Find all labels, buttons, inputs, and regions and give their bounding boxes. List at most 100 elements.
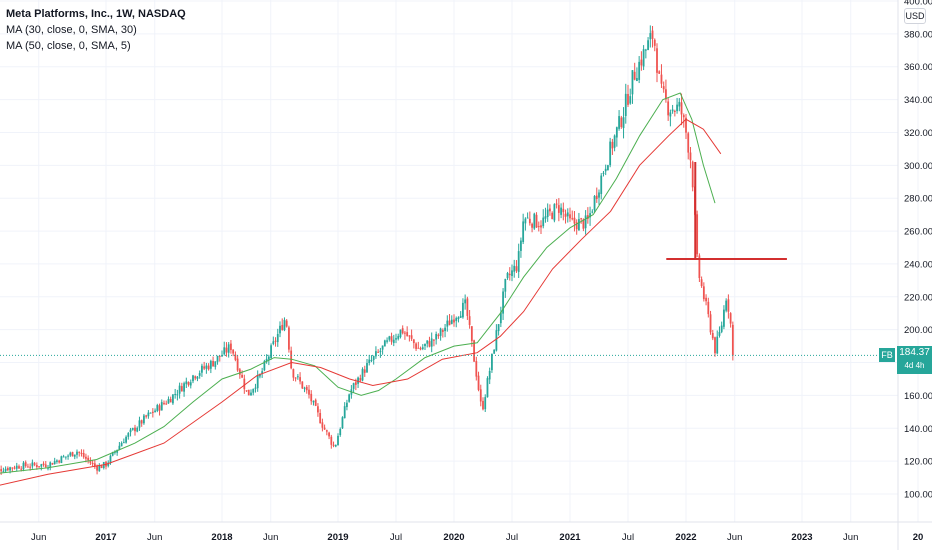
candle-body[interactable] xyxy=(662,86,665,90)
candle-body[interactable] xyxy=(551,212,554,219)
candle-body[interactable] xyxy=(731,324,734,356)
candle-body[interactable] xyxy=(174,394,177,396)
candle-body[interactable] xyxy=(87,457,90,461)
candle-body[interactable] xyxy=(522,221,525,242)
candle-body[interactable] xyxy=(18,466,20,469)
candle-body[interactable] xyxy=(437,334,440,337)
candle-body[interactable] xyxy=(406,332,409,336)
candle-body[interactable] xyxy=(111,452,114,456)
candle-body[interactable] xyxy=(580,218,583,220)
candle-body[interactable] xyxy=(571,218,574,220)
candle-body[interactable] xyxy=(127,433,130,437)
candle-body[interactable] xyxy=(555,203,558,205)
candle-body[interactable] xyxy=(644,49,647,51)
candle-body[interactable] xyxy=(158,405,161,411)
candle-body[interactable] xyxy=(642,49,645,67)
candle-body[interactable] xyxy=(131,428,134,430)
candle-body[interactable] xyxy=(584,215,587,229)
candle-body[interactable] xyxy=(281,324,284,330)
candle-body[interactable] xyxy=(557,205,560,213)
candle-body[interactable] xyxy=(187,382,190,385)
candle-body[interactable] xyxy=(651,30,654,39)
candle-body[interactable] xyxy=(337,435,339,446)
candle-body[interactable] xyxy=(267,356,270,360)
candle-body[interactable] xyxy=(305,386,308,391)
candle-body[interactable] xyxy=(44,464,47,468)
candle-body[interactable] xyxy=(537,226,540,228)
candle-body[interactable] xyxy=(15,465,18,469)
candle-body[interactable] xyxy=(35,464,38,467)
candle-body[interactable] xyxy=(247,389,250,396)
candle-body[interactable] xyxy=(511,270,513,277)
candle-body[interactable] xyxy=(317,406,319,413)
candle-body[interactable] xyxy=(359,377,362,381)
candle-body[interactable] xyxy=(91,463,94,465)
candle-body[interactable] xyxy=(56,460,58,462)
candle-body[interactable] xyxy=(60,456,63,464)
candle-body[interactable] xyxy=(11,467,14,469)
candle-body[interactable] xyxy=(678,101,681,107)
candle-body[interactable] xyxy=(180,386,183,392)
candle-body[interactable] xyxy=(294,377,297,379)
candle-body[interactable] xyxy=(669,112,672,117)
candle-body[interactable] xyxy=(145,415,148,417)
candle-body[interactable] xyxy=(600,175,603,195)
candle-body[interactable] xyxy=(357,377,359,384)
candle-body[interactable] xyxy=(450,319,453,324)
candle-body[interactable] xyxy=(176,394,179,396)
candle-body[interactable] xyxy=(288,327,290,350)
candle-body[interactable] xyxy=(352,383,355,389)
candle-body[interactable] xyxy=(375,351,377,357)
candle-body[interactable] xyxy=(504,278,507,292)
candle-body[interactable] xyxy=(702,286,705,300)
candle-body[interactable] xyxy=(212,361,214,367)
candle-body[interactable] xyxy=(499,312,502,324)
candle-body[interactable] xyxy=(718,331,721,336)
candle-body[interactable] xyxy=(22,462,25,470)
candle-body[interactable] xyxy=(415,343,417,349)
candle-body[interactable] xyxy=(520,240,522,251)
candle-body[interactable] xyxy=(49,462,52,468)
candle-body[interactable] xyxy=(676,104,678,112)
candle-body[interactable] xyxy=(205,365,208,369)
candle-body[interactable] xyxy=(319,413,322,424)
candle-body[interactable] xyxy=(51,463,54,465)
candle-body[interactable] xyxy=(689,152,692,161)
candle-body[interactable] xyxy=(533,213,536,229)
candle-body[interactable] xyxy=(591,211,594,213)
candle-body[interactable] xyxy=(27,466,29,468)
candle-body[interactable] xyxy=(466,298,469,316)
candle-body[interactable] xyxy=(283,319,286,331)
candle-body[interactable] xyxy=(363,369,366,373)
candle-body[interactable] xyxy=(323,427,326,430)
candle-body[interactable] xyxy=(330,436,333,445)
candle-body[interactable] xyxy=(69,452,72,456)
candle-body[interactable] xyxy=(497,324,500,332)
candle-body[interactable] xyxy=(250,392,252,396)
candle-body[interactable] xyxy=(354,382,357,385)
candle-body[interactable] xyxy=(696,214,699,255)
candle-body[interactable] xyxy=(491,353,493,371)
candle-body[interactable] xyxy=(154,410,156,413)
candle-body[interactable] xyxy=(595,195,598,200)
candle-body[interactable] xyxy=(564,213,567,217)
candle-body[interactable] xyxy=(259,374,261,377)
candle-body[interactable] xyxy=(506,272,509,279)
currency-badge[interactable]: USD xyxy=(904,8,926,24)
candle-body[interactable] xyxy=(116,449,119,453)
candle-body[interactable] xyxy=(698,255,701,279)
candle-body[interactable] xyxy=(270,345,272,358)
candle-body[interactable] xyxy=(705,297,707,302)
candle-body[interactable] xyxy=(528,218,531,224)
candle-body[interactable] xyxy=(296,376,299,378)
candle-body[interactable] xyxy=(156,405,159,411)
candle-body[interactable] xyxy=(484,397,487,410)
candle-body[interactable] xyxy=(553,204,556,221)
candle-body[interactable] xyxy=(334,444,337,447)
candle-body[interactable] xyxy=(671,109,674,112)
candle-body[interactable] xyxy=(80,452,83,454)
candle-body[interactable] xyxy=(542,217,545,227)
legend-ma-30[interactable]: MA (30, close, 0, SMA, 30) xyxy=(6,24,137,36)
candle-body[interactable] xyxy=(314,399,317,406)
candle-body[interactable] xyxy=(185,381,188,385)
